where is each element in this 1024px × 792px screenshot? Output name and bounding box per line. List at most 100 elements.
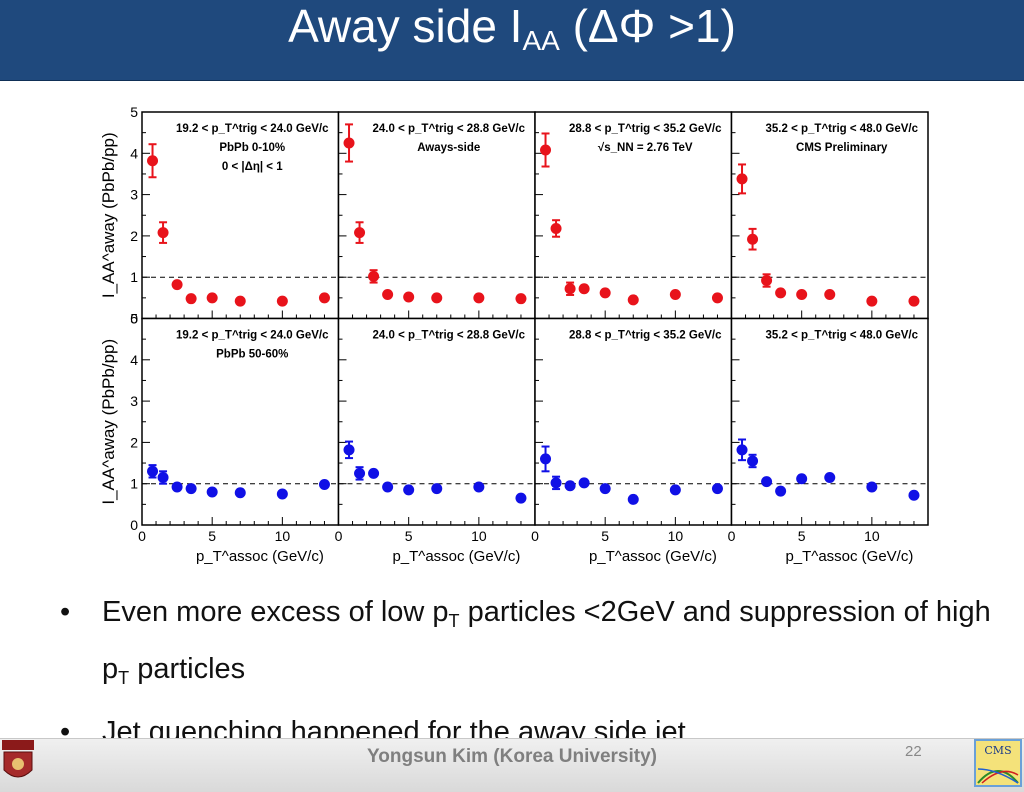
data-point	[171, 279, 183, 291]
data-point	[736, 444, 748, 456]
data-point	[403, 484, 415, 496]
x-tick-label: 10	[275, 528, 291, 544]
panel-frame	[730, 317, 929, 526]
data-point	[147, 465, 159, 477]
data-point	[234, 295, 246, 307]
title-main: Away side I	[288, 0, 523, 52]
data-point	[599, 287, 611, 299]
data-point	[796, 289, 808, 301]
page-number: 22	[905, 743, 922, 760]
data-point	[747, 233, 759, 245]
panel-label: 28.8 < p_T^trig < 35.2 GeV/c	[569, 330, 722, 342]
data-point	[206, 486, 218, 498]
title-subscript: AA	[522, 25, 560, 56]
bullet-1-text-c: particles	[129, 653, 246, 685]
data-point	[775, 485, 787, 497]
data-point	[908, 489, 920, 501]
data-point	[473, 481, 485, 493]
bullet-1-text-a: Even more excess of low p	[102, 596, 449, 628]
panel-label: 28.8 < p_T^trig < 35.2 GeV/c	[569, 123, 722, 135]
data-point	[157, 472, 169, 484]
footer-author: Yongsun Kim (Korea University)	[367, 746, 657, 767]
data-point	[599, 483, 611, 495]
panel-label: 19.2 < p_T^trig < 24.0 GeV/c	[176, 330, 329, 342]
footer-bar	[0, 738, 1024, 792]
data-point	[431, 292, 443, 304]
bullet-item-1: • Even more excess of low pT particles <2…	[58, 588, 998, 702]
data-point	[276, 488, 288, 500]
data-point	[824, 289, 836, 301]
korea-university-crest-icon	[2, 740, 34, 778]
x-tick-label: 0	[138, 528, 146, 544]
y-tick-label: 0	[130, 311, 138, 327]
data-point	[147, 155, 159, 167]
y-tick-label: 1	[130, 476, 138, 492]
data-point	[206, 292, 218, 304]
y-tick-label: 1	[130, 269, 138, 285]
data-point	[354, 467, 366, 479]
bullet-dot: •	[60, 716, 71, 748]
bullet-dot: •	[60, 596, 71, 628]
x-tick-label: 5	[208, 528, 216, 544]
y-tick-label: 5	[130, 311, 138, 327]
y-tick-label: 4	[130, 145, 138, 161]
title-tail: (ΔΦ >1)	[559, 0, 736, 52]
y-tick-label: 3	[130, 187, 138, 203]
y-tick-label: 0	[130, 517, 138, 533]
y-tick-label: 2	[130, 434, 138, 450]
data-point	[627, 294, 639, 306]
x-tick-label: 5	[798, 528, 806, 544]
x-tick-label: 0	[531, 528, 539, 544]
svg-text:CMS: CMS	[984, 744, 1011, 757]
data-point	[234, 487, 246, 499]
bullet-list: • Even more excess of low pT particles <2…	[58, 588, 998, 762]
data-point	[343, 444, 355, 456]
data-point	[368, 467, 380, 479]
data-point	[775, 287, 787, 299]
data-point	[669, 484, 681, 496]
panel-frame	[337, 111, 536, 320]
data-point	[761, 275, 773, 287]
y-axis-label: I_AA^away (PbPb/pp)	[99, 339, 118, 505]
data-point	[747, 455, 759, 467]
bullet-1-sub-b: T	[118, 668, 130, 688]
cms-logo-icon: CMS	[974, 739, 1022, 787]
data-point	[276, 295, 288, 307]
bullet-1-sub-a: T	[448, 611, 460, 631]
data-point	[318, 479, 330, 491]
x-tick-label: 10	[864, 528, 880, 544]
x-tick-label: 0	[335, 528, 343, 544]
data-point	[761, 476, 773, 488]
y-tick-label: 2	[130, 228, 138, 244]
data-point	[515, 293, 527, 305]
data-point	[908, 295, 920, 307]
y-tick-label: 4	[130, 352, 138, 368]
panel-label: PbPb 50-60%	[216, 349, 288, 361]
data-point	[171, 481, 183, 493]
x-axis-label: p_T^assoc (GeV/c)	[196, 548, 324, 565]
panel-label: 35.2 < p_T^trig < 48.0 GeV/c	[766, 330, 919, 342]
data-point	[866, 295, 878, 307]
data-point	[343, 137, 355, 149]
data-point	[824, 472, 836, 484]
data-point	[550, 222, 562, 234]
panel-label: 35.2 < p_T^trig < 48.0 GeV/c	[766, 123, 919, 135]
data-point	[473, 292, 485, 304]
data-point	[157, 227, 169, 239]
x-tick-label: 5	[405, 528, 413, 544]
x-tick-label: 5	[601, 528, 609, 544]
data-point	[550, 477, 562, 489]
data-point	[354, 227, 366, 239]
data-point	[382, 481, 394, 493]
data-point	[866, 481, 878, 493]
data-point	[185, 293, 197, 305]
panel-label: 24.0 < p_T^trig < 28.8 GeV/c	[373, 330, 526, 342]
x-axis-label: p_T^assoc (GeV/c)	[785, 548, 913, 565]
panel-label: 24.0 < p_T^trig < 28.8 GeV/c	[373, 123, 526, 135]
title-bar	[0, 0, 1024, 81]
data-point	[669, 289, 681, 301]
data-point	[796, 473, 808, 485]
x-tick-label: 10	[471, 528, 487, 544]
data-point	[578, 477, 590, 489]
panel-label: 19.2 < p_T^trig < 24.0 GeV/c	[176, 123, 329, 135]
